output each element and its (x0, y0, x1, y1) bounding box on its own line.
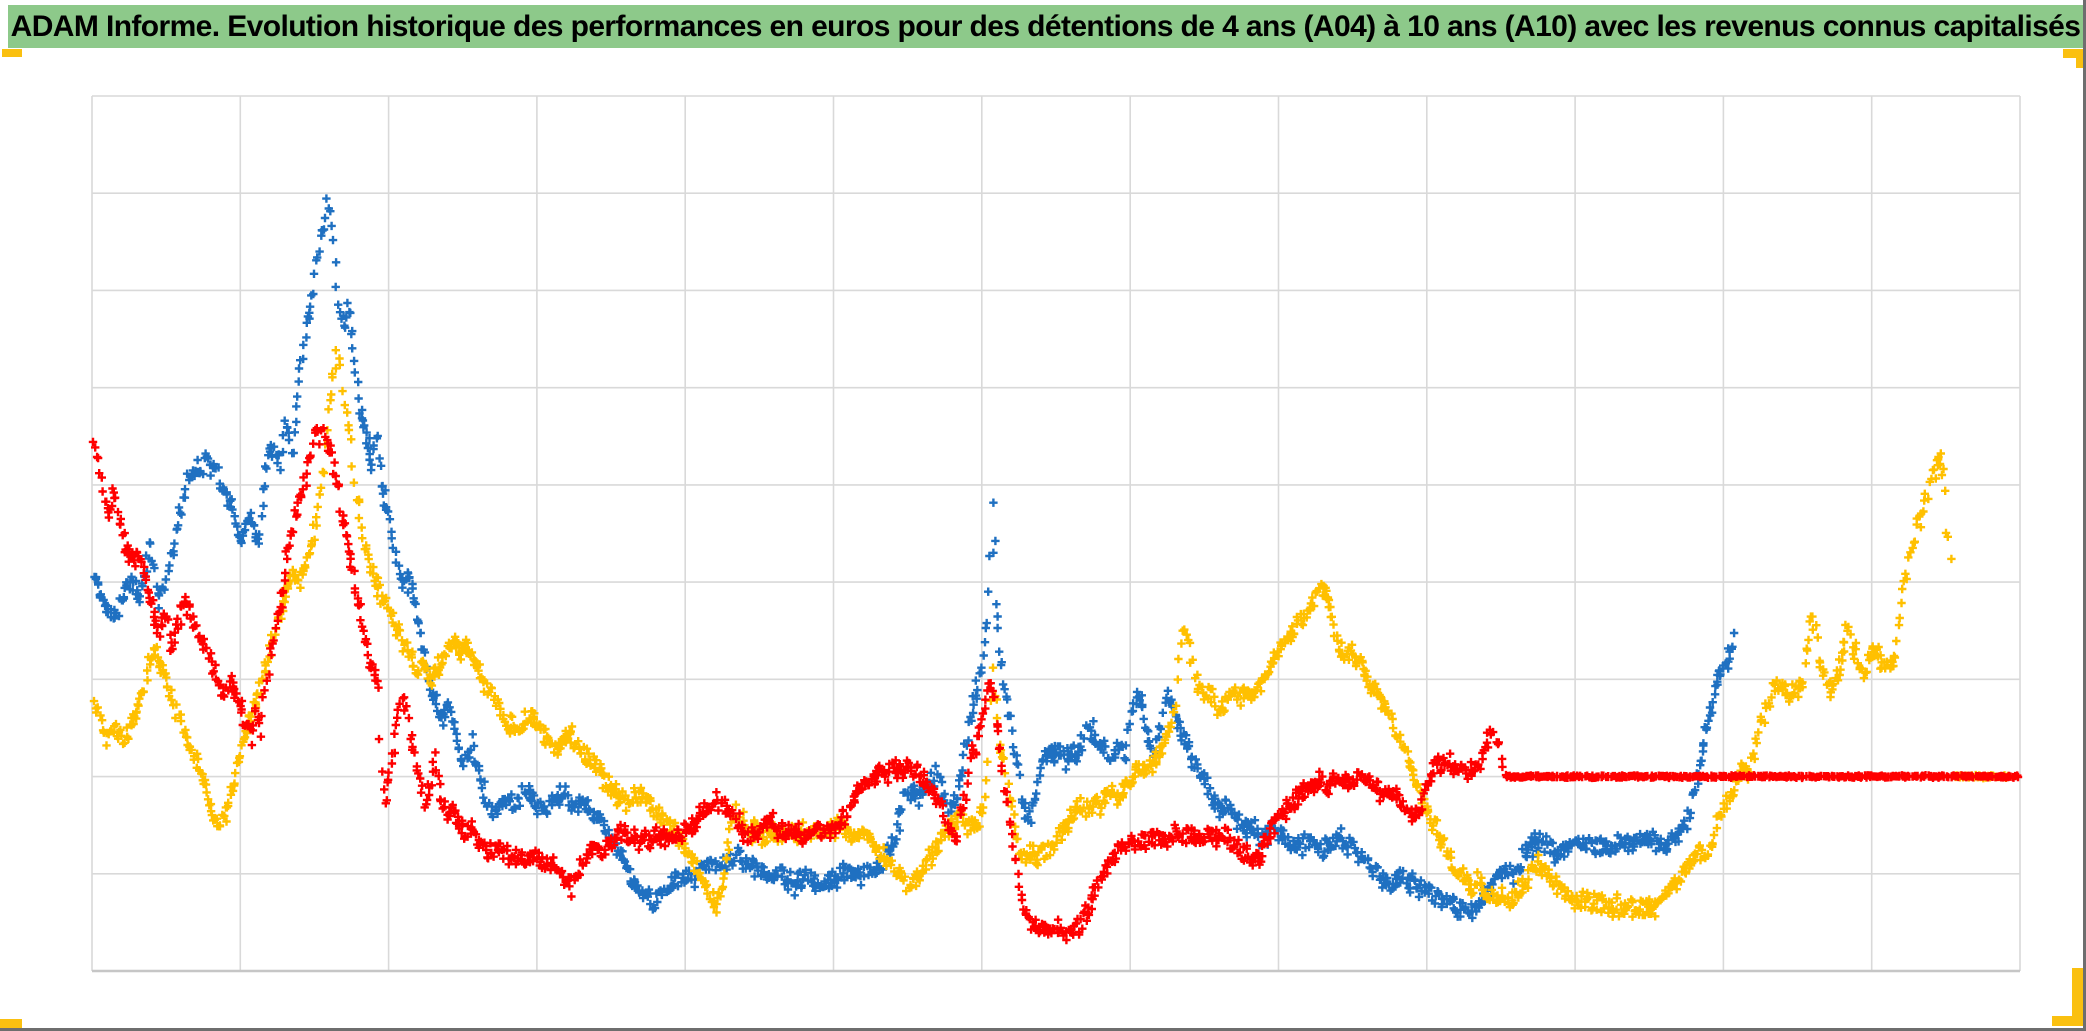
chart-title-bar: ADAM Informe. Evolution historique des p… (8, 5, 2083, 48)
accent-corner-bottom-right-vertical (2072, 968, 2083, 1026)
accent-corner-bottom-right-horizontal (2052, 1016, 2083, 1026)
series-blue-markers (90, 194, 1739, 923)
plot-gridlines (91, 95, 2021, 973)
series-yellow-markers (89, 346, 2012, 921)
chart-title: ADAM Informe. Evolution historique des p… (10, 9, 2081, 43)
accent-mark-bottom-left (0, 1019, 22, 1028)
accent-corner-top-right-vertical (2076, 49, 2083, 68)
accent-mark-top-left (2, 49, 22, 57)
series-red-markers (88, 424, 2023, 945)
accent-corner-top-right-horizontal (2063, 49, 2083, 58)
